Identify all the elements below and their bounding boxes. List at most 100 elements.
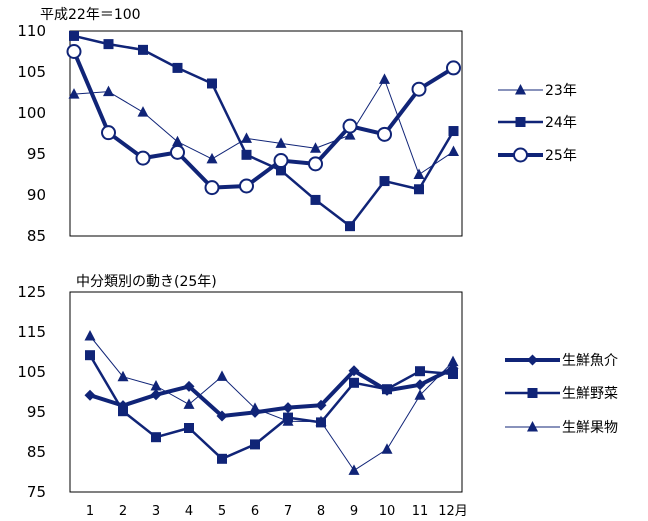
bottom-y-tick-label: 105 — [17, 363, 46, 381]
chart0-series-0-point — [310, 142, 321, 153]
chart1-series-0-line — [89, 366, 454, 418]
top-chart-title: 平成22年＝100 — [40, 7, 141, 23]
chart1-series-2-point — [216, 370, 228, 381]
chart0-series-1-point — [448, 126, 459, 137]
legend-label-25: 25年 — [545, 148, 577, 164]
top-plot-frame — [69, 30, 463, 237]
chart0-series-0-point — [137, 106, 149, 117]
chart1-series-0-point — [414, 379, 426, 391]
chart1-series-1-point — [349, 377, 359, 388]
chart0-series-1-point — [276, 165, 286, 176]
legend-vegetables-marker — [527, 388, 538, 398]
chart0-series-2-point — [411, 81, 427, 97]
chart0-series-2-line — [72, 50, 455, 190]
legend-fish-marker — [527, 354, 538, 366]
bottom-legend: 生鮮魚介 生鮮野菜 生鮮果物 — [505, 353, 618, 436]
bottom-x-tick-label: 6 — [251, 504, 259, 519]
top-y-tick-label: 110 — [17, 22, 46, 40]
bottom-x-axis: 1 2 3 4 5 6 7 8 9 10 11 12月 — [86, 504, 468, 519]
chart1-series-2-point — [414, 389, 426, 400]
legend-label-fruits: 生鮮果物 — [562, 420, 618, 436]
chart0-series-1-point — [379, 176, 390, 187]
chart1-series-2-point — [117, 370, 129, 382]
legend-24-marker — [515, 117, 526, 127]
bottom-plot-frame — [69, 291, 463, 493]
chart0-series-2-point — [101, 125, 116, 141]
chart1-series-0-point — [315, 399, 327, 411]
legend-label-fish: 生鮮魚介 — [562, 353, 618, 369]
bottom-y-tick-label: 115 — [17, 323, 46, 341]
chart1-series-1-point — [382, 384, 392, 395]
bottom-x-tick-label: 8 — [317, 504, 325, 519]
chart1-series-0-point — [84, 389, 96, 401]
chart0-series-2-point — [66, 44, 82, 59]
chart1-series-1-point — [118, 406, 128, 417]
chart0-series-0-point — [68, 88, 80, 99]
chart0-series-2-point — [135, 150, 151, 166]
chart0-series-0-point — [448, 145, 459, 157]
chart0-series-0-point — [379, 73, 390, 84]
chart1-series-1-point — [250, 439, 260, 450]
chart1-series-2-point — [84, 330, 96, 341]
bottom-x-tick-label: 9 — [350, 504, 358, 519]
chart1-series-2-point — [282, 415, 294, 426]
chart1-series-1-point — [448, 369, 458, 379]
chart0-series-0-point — [413, 168, 425, 179]
chart0-series-1-point — [138, 44, 148, 55]
chart0-series-0-point — [275, 137, 287, 148]
chart0-series-1-point — [414, 184, 424, 195]
chart1-series-2-point — [315, 415, 327, 427]
bottom-x-tick-label: 5 — [218, 504, 226, 519]
bottom-x-tick-label: 12月 — [438, 504, 468, 519]
chart1-series-2-point — [150, 380, 162, 391]
top-y-tick-label: 105 — [17, 63, 46, 81]
chart0-series-0-point — [206, 152, 218, 164]
chart0-series-1-line — [73, 34, 455, 228]
bottom-chart-title: 中分類別の動き(25年) — [76, 274, 217, 290]
chart0-series-0-point — [172, 135, 183, 147]
bottom-x-tick-label: 2 — [119, 504, 127, 519]
bottom-x-tick-label: 10 — [379, 504, 396, 519]
chart0-series-2-point — [308, 156, 323, 172]
legend-label-24: 24年 — [545, 115, 577, 131]
chart0-series-2-point — [170, 144, 185, 160]
chart0-series-0-line — [73, 78, 454, 175]
legend-23-marker — [515, 84, 526, 95]
chart0-series-2-point — [273, 153, 289, 169]
chart1-series-0-point — [216, 410, 228, 422]
chart0-series-0-point — [344, 129, 356, 140]
chart0-series-0-point — [241, 132, 252, 143]
bottom-y-tick-label: 85 — [27, 443, 46, 461]
bottom-line-chart: 中分類別の動き(25年) 125 115 105 95 85 75 1 2 3 4 5 6… — [17, 274, 618, 519]
top-y-tick-label: 85 — [27, 227, 46, 245]
legend-label-23: 23年 — [545, 83, 577, 99]
chart1-series-1-point — [151, 432, 161, 443]
bottom-y-tick-label: 125 — [17, 283, 46, 301]
chart0-series-1-point — [310, 194, 321, 205]
top-line-chart: 平成22年＝100 110 105 100 95 90 85 23年 24年 2… — [17, 7, 576, 245]
bottom-y-tick-label: 75 — [27, 483, 46, 501]
chart1-series-2-point — [183, 398, 195, 409]
bottom-y-axis: 125 115 105 95 85 75 — [17, 283, 46, 501]
chart1-series-0-point — [348, 365, 360, 377]
chart0-series-1-point — [345, 221, 355, 232]
top-y-tick-label: 95 — [27, 145, 46, 163]
bottom-x-tick-label: 4 — [185, 504, 193, 519]
chart0-series-0-point — [103, 85, 114, 97]
bottom-series-group — [84, 330, 459, 475]
bottom-x-tick-label: 7 — [284, 504, 292, 519]
bottom-x-tick-label: 11 — [412, 504, 429, 519]
chart1-series-2-point — [348, 464, 360, 475]
chart0-series-2-point — [377, 126, 392, 142]
chart1-series-1-point — [415, 366, 425, 377]
legend-label-vegetables: 生鮮野菜 — [562, 386, 618, 402]
top-y-tick-label: 100 — [17, 104, 46, 122]
chart1-series-1-line — [88, 354, 454, 461]
chart0-series-2-point — [342, 118, 358, 134]
legend-fruits-marker — [527, 421, 538, 432]
top-series-group — [66, 30, 461, 232]
chart1-series-0-point — [150, 389, 162, 401]
chart1-series-2-line — [89, 335, 454, 471]
chart0-series-1-point — [103, 39, 114, 50]
